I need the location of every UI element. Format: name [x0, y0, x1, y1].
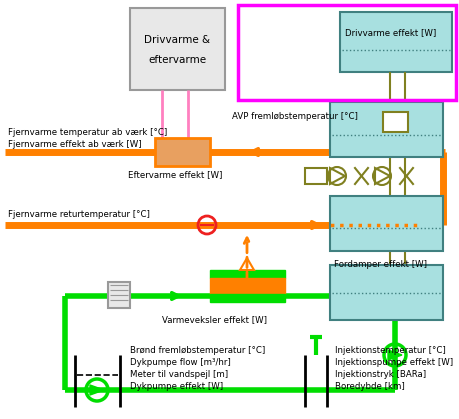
Text: Fjernvarme temperatur ab værk [°C]: Fjernvarme temperatur ab værk [°C] [8, 128, 167, 137]
Text: Fjernvarme returtemperatur [°C]: Fjernvarme returtemperatur [°C] [8, 210, 150, 219]
Text: eftervarme: eftervarme [148, 55, 206, 65]
Bar [339, 12, 451, 72]
Text: Dykpumpe flow [m³/hr]: Dykpumpe flow [m³/hr] [130, 358, 230, 367]
Bar [210, 278, 285, 294]
Bar [382, 112, 407, 132]
Bar [155, 138, 210, 166]
Text: Drivvarme &: Drivvarme & [144, 35, 210, 45]
Text: Injektionspumpe effekt [W]: Injektionspumpe effekt [W] [334, 358, 452, 367]
Bar [304, 168, 326, 184]
Text: Meter til vandspejl [m]: Meter til vandspejl [m] [130, 370, 228, 379]
Text: Injektionstryk [BARa]: Injektionstryk [BARa] [334, 370, 425, 379]
Polygon shape [90, 385, 104, 395]
Polygon shape [387, 350, 401, 360]
Bar [329, 196, 442, 251]
Bar [210, 270, 285, 278]
Text: Drivvarme effekt [W]: Drivvarme effekt [W] [344, 28, 435, 37]
Text: Brønd fremløbstemperatur [°C]: Brønd fremløbstemperatur [°C] [130, 346, 265, 355]
Bar [329, 265, 442, 320]
Bar [210, 294, 285, 302]
Text: AVP fremløbstemperatur [°C]: AVP fremløbstemperatur [°C] [231, 112, 357, 121]
Text: Varmeveksler effekt [W]: Varmeveksler effekt [W] [162, 315, 267, 324]
Text: Fordamper effekt [W]: Fordamper effekt [W] [333, 260, 426, 269]
Bar [329, 102, 442, 157]
Text: Injektionstemperatur [°C]: Injektionstemperatur [°C] [334, 346, 445, 355]
Text: Fjernvarme effekt ab værk [W]: Fjernvarme effekt ab værk [W] [8, 140, 141, 149]
Bar [130, 8, 224, 90]
Text: Eftervarme effekt [W]: Eftervarme effekt [W] [128, 170, 222, 179]
Text: Dykpumpe effekt [W]: Dykpumpe effekt [W] [130, 382, 223, 391]
Bar [237, 5, 455, 100]
Text: Boredybde [km]: Boredybde [km] [334, 382, 404, 391]
Bar [108, 282, 130, 308]
